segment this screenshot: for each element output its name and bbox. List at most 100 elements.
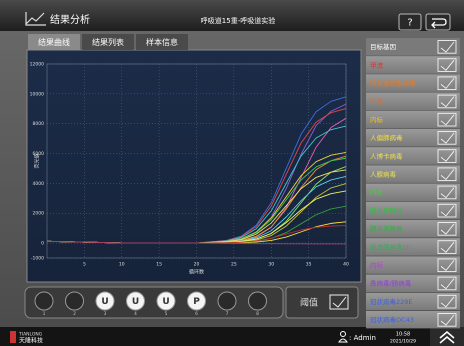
target-checkbox: [437, 131, 457, 145]
x-tick-label: 35: [306, 262, 312, 268]
plot-frame: [46, 63, 347, 259]
target-check: [440, 278, 455, 290]
target-name: 肺炎支原体: [370, 206, 403, 215]
target-name: 内标: [370, 261, 384, 270]
well-number: 8: [256, 311, 259, 316]
target-row[interactable]: [366, 74, 460, 92]
target-row[interactable]: [366, 292, 460, 311]
well-label: P: [193, 297, 200, 307]
target-check: [440, 59, 455, 71]
well[interactable]: [34, 291, 54, 311]
x-tick-label: 10: [119, 262, 125, 268]
target-checkbox: [437, 94, 457, 109]
target-row[interactable]: [366, 165, 460, 183]
x-tick-label: 5: [83, 262, 86, 268]
tab[interactable]: [28, 34, 80, 50]
target-name: 肺炎衣原体: [370, 224, 403, 233]
target-check: [440, 223, 455, 235]
tab[interactable]: [82, 34, 134, 50]
back-button[interactable]: [425, 13, 451, 31]
target-name: 副流感病毒I/II: [370, 242, 411, 251]
y-tick-label: 2000: [33, 211, 45, 217]
threshold-label: 阈值: [300, 297, 318, 309]
target-name: 乙流: [370, 97, 384, 106]
user-icon-body: [338, 338, 348, 343]
well[interactable]: [156, 291, 176, 311]
target-row[interactable]: [366, 274, 460, 292]
tab-label: 结果列表: [92, 37, 124, 47]
x-tick-label: 15: [156, 262, 162, 268]
app-icon: [25, 12, 46, 26]
well[interactable]: [217, 291, 237, 311]
target-check: [440, 169, 455, 181]
target-row[interactable]: [366, 201, 460, 220]
help-button[interactable]: [398, 13, 422, 31]
target-name: 人偏肺病毒: [370, 133, 403, 142]
curve: [46, 240, 346, 245]
well-number: 1: [43, 311, 46, 316]
x-tick-label: 40: [343, 262, 349, 268]
target-name: 冠状病毒229E: [370, 297, 413, 306]
target-row[interactable]: [366, 147, 460, 165]
threshold-button[interactable]: [285, 286, 359, 319]
threshold-checkbox: [329, 294, 349, 310]
target-row[interactable]: [366, 110, 460, 129]
time: 10:58: [396, 332, 410, 338]
user-icon: [340, 331, 346, 337]
target-row[interactable]: [366, 56, 460, 74]
y-tick-label: 12000: [30, 62, 44, 68]
tab-label: 样本信息: [146, 37, 178, 47]
y-tick-label: 0: [41, 241, 44, 247]
target-name: 目标基因: [370, 42, 396, 51]
target-row[interactable]: [366, 183, 460, 201]
target-name: 甲流: [370, 60, 384, 69]
target-row[interactable]: [366, 238, 460, 256]
target-checkbox: [437, 112, 457, 127]
well-number: 4: [134, 311, 137, 316]
target-checkbox: [437, 40, 457, 54]
well-number: 2: [73, 311, 76, 316]
target-checkbox: [437, 185, 457, 200]
y-tick-label: 4000: [33, 181, 45, 187]
target-checkbox: [437, 149, 457, 163]
brand-cn: 天隆科技: [19, 337, 43, 345]
target-check: [440, 78, 455, 90]
target-row[interactable]: [366, 256, 460, 274]
y-tick-label: 6000: [33, 151, 45, 157]
target-checkbox: [437, 313, 457, 327]
y-tick-label: -1000: [31, 256, 44, 262]
target-row[interactable]: [366, 92, 460, 110]
tab[interactable]: [136, 34, 188, 50]
target-name: 人博卡病毒: [370, 151, 403, 160]
well-number: 7: [226, 311, 229, 316]
target-name: 冠状病毒OC43: [370, 315, 414, 324]
target-checkbox: [437, 258, 457, 273]
target-checkbox: [437, 240, 457, 254]
target-check: [440, 205, 455, 217]
well[interactable]: [248, 291, 267, 311]
well[interactable]: [187, 291, 206, 311]
well-number: 3: [104, 311, 107, 316]
target-check: [440, 132, 455, 144]
wells-bar: [24, 286, 284, 319]
target-row[interactable]: [366, 220, 460, 238]
target-checkbox: [437, 294, 457, 309]
target-check: [440, 114, 455, 126]
target-row[interactable]: [366, 38, 460, 56]
target-name: 内标: [370, 188, 384, 197]
target-check: [440, 150, 455, 162]
target-checkbox: [437, 76, 457, 91]
well[interactable]: [65, 291, 84, 311]
target-row[interactable]: [366, 311, 460, 329]
target-check: [440, 187, 455, 199]
experiment-name: 呼吸道15重-呼吸道实验: [201, 16, 275, 25]
x-axis-label: 循环数: [189, 269, 204, 276]
well[interactable]: [95, 291, 115, 311]
y-tick-label: 8000: [33, 121, 45, 127]
y-tick-label: 10000: [30, 91, 44, 97]
well-label: U: [101, 297, 108, 307]
well[interactable]: [126, 291, 145, 311]
target-row[interactable]: [366, 129, 460, 147]
target-checkbox: [437, 203, 457, 218]
